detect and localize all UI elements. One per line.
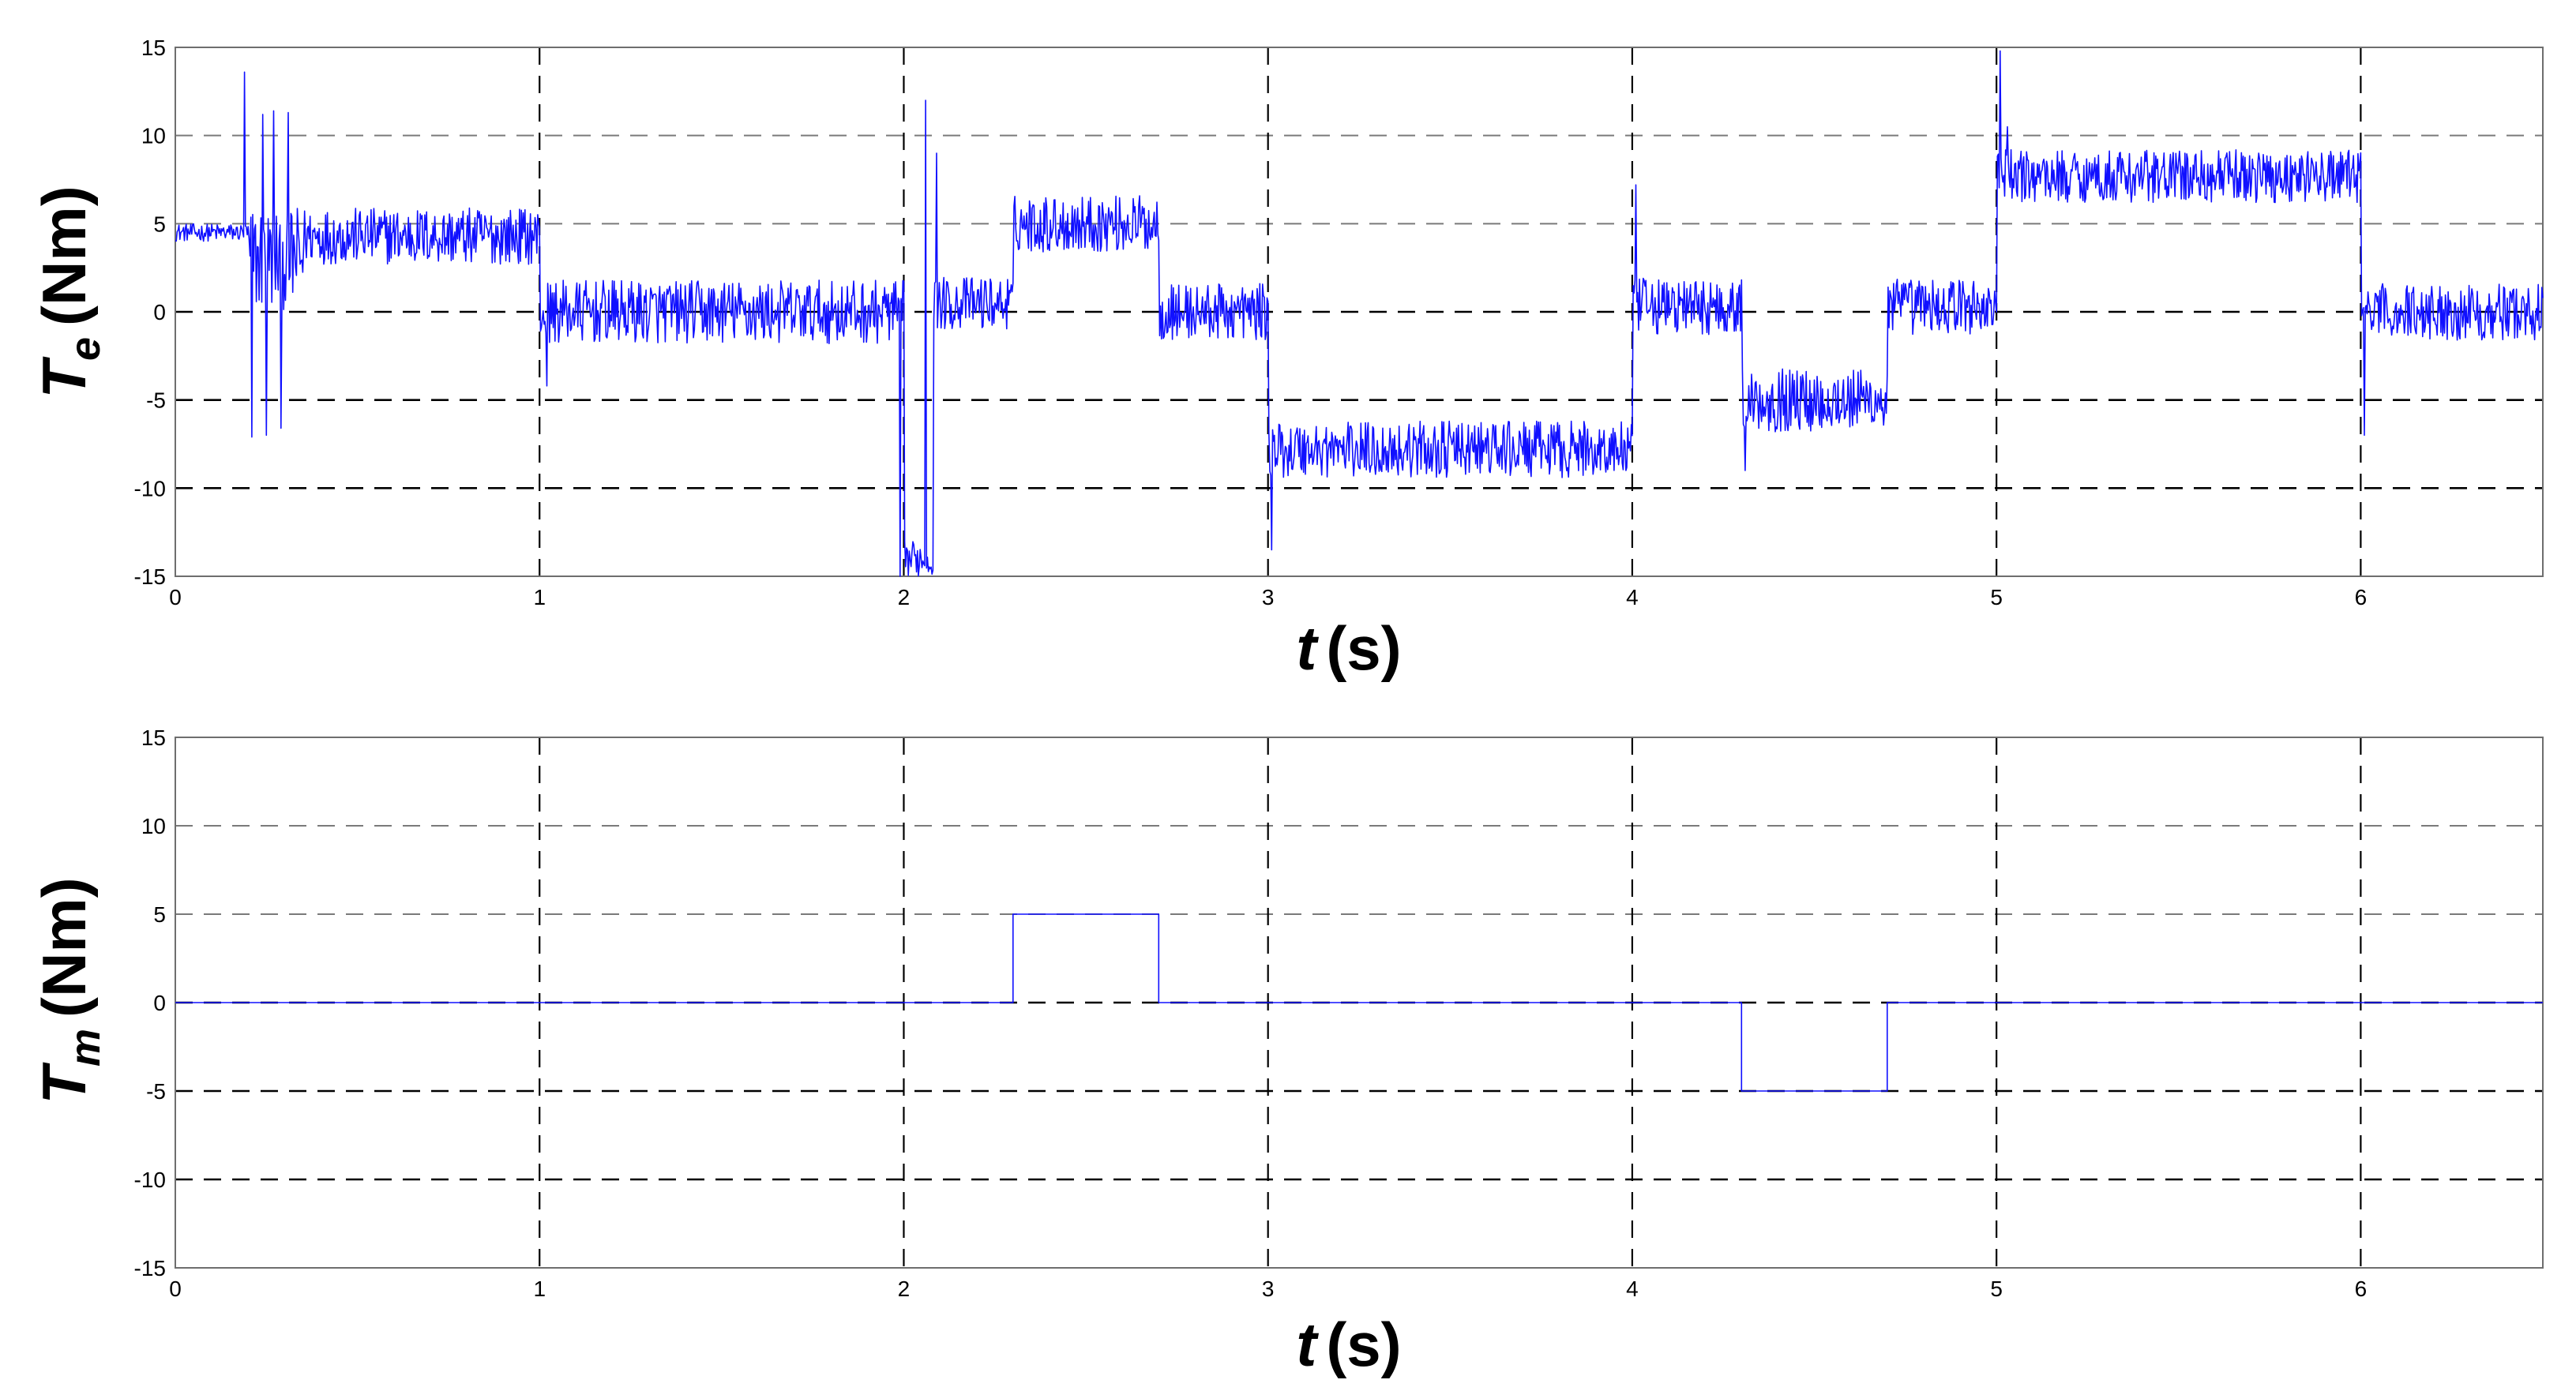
tm-series-line	[175, 913, 2543, 1092]
te-xlabel-var: t	[1296, 613, 1319, 683]
te-xtick-label: 2	[898, 585, 911, 609]
tm-ytick-label: 10	[141, 814, 166, 838]
te-ylabel-sub: e	[62, 337, 109, 361]
electromagnetic-torque-panel: Te (Nm) t (s) -15 -10 -5 0 5 10 15 0 1 2 3 4 5 6	[29, 36, 2544, 683]
te-grid	[175, 47, 2543, 576]
tm-xtick-label: 6	[2355, 1277, 2368, 1301]
tm-ytick-label: 15	[141, 725, 166, 750]
tm-xtick-label: 4	[1626, 1277, 1639, 1301]
te-ytick-label: 5	[153, 212, 166, 236]
load-torque-panel: Tm (Nm) t (s) -15 -10 -5 0 5 10 15 0 1 2 3 4 5 6	[29, 725, 2544, 1379]
te-axes-frame	[175, 47, 2544, 577]
te-ytick-label: -10	[134, 476, 166, 501]
te-xtick-label: 1	[533, 585, 546, 609]
te-xtick-label: 4	[1626, 585, 1639, 609]
tm-xlabel-unit: (s)	[1326, 1310, 1401, 1379]
te-xlabel-unit: (s)	[1326, 613, 1401, 683]
te-ytick-label: -5	[146, 388, 166, 413]
te-xtick-label: 0	[169, 585, 182, 609]
te-xlabel: t (s)	[1296, 613, 1401, 683]
tm-ylabel-sub: m	[62, 1029, 109, 1067]
tm-ylabel: Tm (Nm)	[29, 877, 109, 1104]
tm-ytick-label: -5	[146, 1079, 166, 1104]
te-ytick-label: -15	[134, 564, 166, 589]
tm-xtick-label: 5	[1990, 1277, 2003, 1301]
tm-ytick-label: 0	[153, 991, 166, 1015]
te-xtick-label: 5	[1990, 585, 2003, 609]
tm-ytick-label: 5	[153, 902, 166, 927]
tm-ylabel-var: T	[29, 1062, 99, 1104]
te-ylabel-var: T	[29, 356, 99, 399]
te-ticks: -15 -10 -5 0 5 10 15 0 1 2 3 4 5 6	[134, 36, 2368, 609]
tm-xtick-label: 3	[1262, 1277, 1275, 1301]
te-ylabel: Te (Nm)	[29, 186, 109, 398]
te-ylabel-unit: (Nm)	[29, 186, 99, 326]
tm-xtick-label: 0	[169, 1277, 182, 1301]
te-ytick-label: 0	[153, 300, 166, 324]
te-ytick-label: 15	[141, 36, 166, 60]
tm-ticks: -15 -10 -5 0 5 10 15 0 1 2 3 4 5 6	[134, 725, 2368, 1301]
tm-ytick-label: -10	[134, 1168, 166, 1192]
te-ytick-label: 10	[141, 124, 166, 148]
tm-xlabel: t (s)	[1296, 1310, 1401, 1379]
tm-xtick-label: 2	[898, 1277, 911, 1301]
tm-xtick-label: 1	[533, 1277, 546, 1301]
te-xtick-label: 3	[1262, 585, 1275, 609]
tm-ylabel-unit: (Nm)	[29, 877, 99, 1018]
te-series-line	[175, 50, 2544, 577]
tm-xlabel-var: t	[1296, 1310, 1319, 1379]
te-xtick-label: 6	[2355, 585, 2368, 609]
tm-ytick-label: -15	[134, 1256, 166, 1280]
